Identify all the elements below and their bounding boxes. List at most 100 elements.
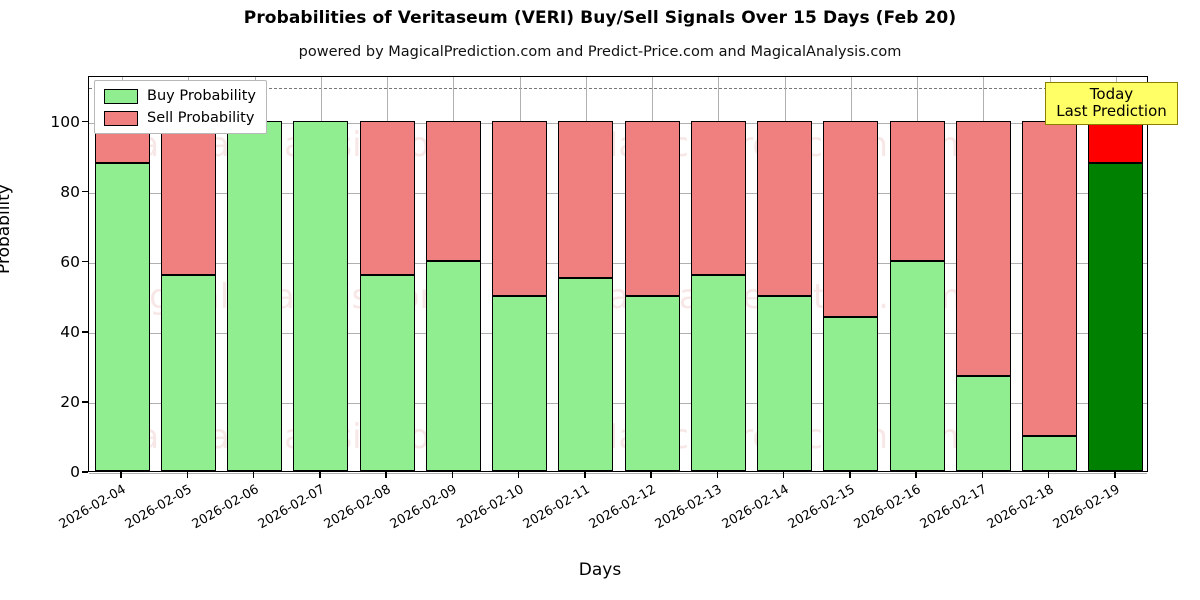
bar-segment-sell <box>492 120 548 296</box>
y-axis-tick-label: 20 <box>60 392 80 411</box>
x-axis-tick-label: 2026-02-07 <box>255 482 328 533</box>
x-axis-tick-label: 2026-02-14 <box>719 482 792 533</box>
bar-segment-buy <box>823 316 879 471</box>
reference-line <box>89 87 1147 89</box>
bar[interactable] <box>94 75 150 471</box>
bar[interactable] <box>492 75 548 471</box>
x-axis-tick-label: 2026-02-19 <box>1050 482 1123 533</box>
gridline-horizontal <box>89 473 1147 474</box>
x-axis-tick-label: 2026-02-12 <box>586 482 659 533</box>
x-axis-tick-mark <box>849 472 851 478</box>
x-axis-tick-label: 2026-02-11 <box>520 482 593 533</box>
x-axis-tick-label: 2026-02-08 <box>321 482 394 533</box>
legend-label-sell: Sell Probability <box>147 110 255 126</box>
gridline-horizontal <box>89 262 1147 264</box>
chart-subtitle: powered by MagicalPrediction.com and Pre… <box>298 44 902 60</box>
gridline-horizontal <box>89 332 1147 334</box>
y-axis-tick-label: 40 <box>60 322 80 341</box>
page-title: Probabilities of Veritaseum (VERI) Buy/S… <box>243 8 957 28</box>
x-axis-label: Days <box>578 560 622 580</box>
bar-segment-sell <box>823 120 879 317</box>
bar-segment-sell <box>1022 120 1078 436</box>
today-annotation-line2: Last Prediction <box>1056 101 1167 120</box>
today-annotation: Today Last Prediction <box>1045 82 1178 125</box>
x-axis-tick-label: 2026-02-15 <box>785 482 858 533</box>
legend-item-sell[interactable]: Sell Probability <box>104 110 256 126</box>
bar[interactable] <box>889 75 945 471</box>
bar-segment-sell <box>359 120 415 275</box>
bar-segment-buy <box>492 295 548 471</box>
gridline-horizontal <box>89 122 1147 124</box>
bar[interactable] <box>823 75 879 471</box>
y-axis-tick-label: 100 <box>50 112 80 131</box>
x-axis-tick-mark <box>584 472 586 478</box>
bar-segment-buy <box>889 260 945 471</box>
y-axis-tick-mark <box>82 120 88 123</box>
bar-segment-buy <box>293 120 349 471</box>
bar-today[interactable] <box>1088 75 1144 471</box>
bar-segment-buy <box>757 295 813 471</box>
bar-segment-sell <box>558 120 614 279</box>
bar-segment-buy <box>94 162 150 471</box>
plot-inner: MagicalAnalysis.comMagicalPrediction.com… <box>89 75 1147 474</box>
x-axis-tick-mark <box>915 472 917 478</box>
x-axis-tick-mark <box>782 472 785 478</box>
x-axis-tick-mark <box>252 472 255 478</box>
bar[interactable] <box>359 75 415 471</box>
x-axis-tick-label: 2026-02-04 <box>56 482 129 533</box>
bar[interactable] <box>293 75 349 471</box>
bar-segment-buy <box>558 278 614 471</box>
bar[interactable] <box>1022 75 1078 471</box>
plot-area: MagicalAnalysis.comMagicalPrediction.com… <box>88 75 1148 474</box>
buy-probability-swatch <box>104 88 138 104</box>
bar-segment-buy <box>690 274 746 471</box>
x-axis-tick-mark <box>716 472 719 478</box>
x-axis-tick-label: 2026-02-05 <box>122 482 195 533</box>
x-axis-tick-mark <box>186 472 189 478</box>
bar-segment-sell <box>1088 120 1144 163</box>
y-axis-tick-mark <box>82 401 88 403</box>
sell-probability-swatch <box>104 110 138 126</box>
bar-segment-buy <box>227 120 283 471</box>
bar[interactable] <box>558 75 614 471</box>
bar[interactable] <box>624 75 680 471</box>
bar-segment-sell <box>757 120 813 296</box>
y-axis-tick-label: 80 <box>60 182 80 201</box>
bar-segment-sell <box>624 120 680 296</box>
bar-segment-buy <box>1022 435 1078 471</box>
legend-item-buy[interactable]: Buy Probability <box>104 88 256 104</box>
bar-segment-buy <box>425 260 481 471</box>
bar[interactable] <box>160 75 216 471</box>
x-axis-tick-mark <box>1047 472 1050 478</box>
x-axis-tick-label: 2026-02-13 <box>652 482 725 533</box>
x-axis-tick-mark <box>120 472 122 478</box>
bar[interactable] <box>955 75 1011 471</box>
bar-segment-buy <box>160 274 216 471</box>
x-axis-tick-mark <box>385 472 387 478</box>
bar-segment-sell <box>425 120 481 261</box>
x-axis-tick-label: 2026-02-09 <box>387 482 460 533</box>
bar-segment-buy <box>955 376 1011 471</box>
bar-segment-buy <box>359 274 415 471</box>
x-axis-tick-label: 2026-02-10 <box>454 482 527 533</box>
bar-segment-sell <box>160 120 216 275</box>
y-axis-tick-mark <box>82 331 88 333</box>
gridline-horizontal <box>89 402 1147 404</box>
y-axis-tick-mark <box>82 471 88 473</box>
x-axis-tick-mark <box>981 472 984 478</box>
y-axis-tick-mark <box>82 261 88 263</box>
y-axis-tick-mark <box>82 190 88 193</box>
bar-segment-sell <box>889 120 945 261</box>
bar-segment-sell <box>690 120 746 275</box>
bar[interactable] <box>425 75 481 471</box>
x-axis-tick-mark <box>517 472 520 478</box>
bar-segment-sell <box>955 120 1011 377</box>
y-axis-label: Probability <box>0 184 14 274</box>
x-axis-tick-mark <box>451 472 454 478</box>
bar[interactable] <box>690 75 746 471</box>
bar[interactable] <box>757 75 813 471</box>
bar[interactable] <box>227 75 283 471</box>
bar-segment-buy <box>624 295 680 471</box>
y-axis-tick-label: 0 <box>70 463 80 481</box>
